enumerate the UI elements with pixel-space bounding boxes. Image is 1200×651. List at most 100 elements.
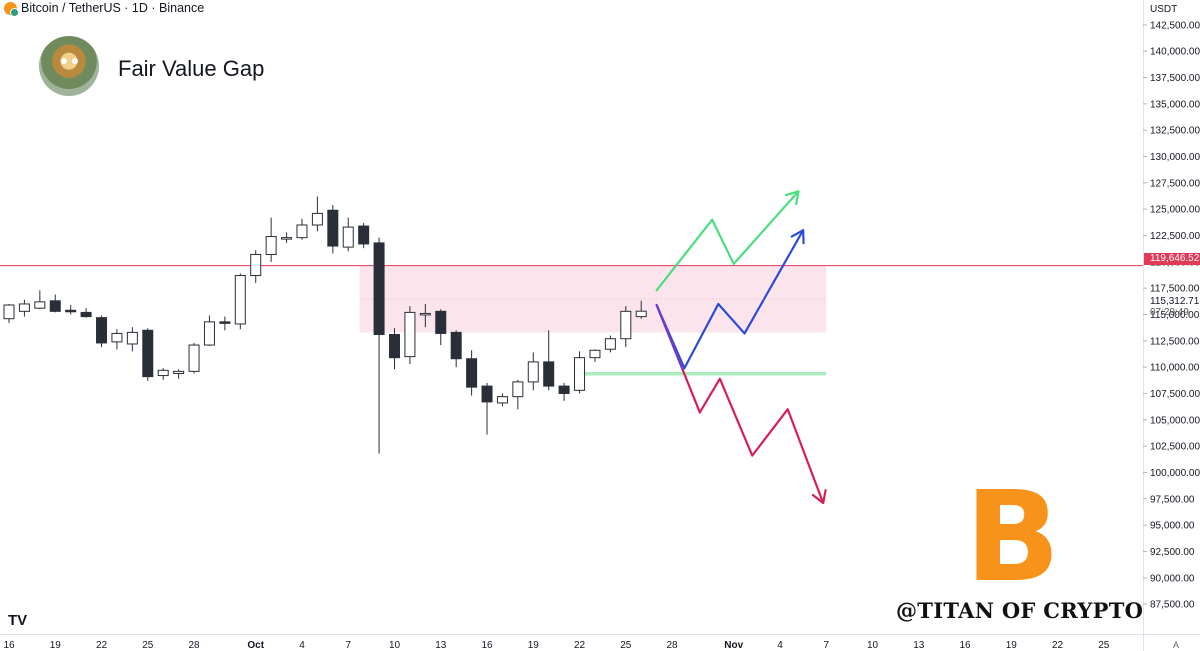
y-tick-label: 140,000.00 xyxy=(1150,47,1200,58)
y-tick-label: 110,000.00 xyxy=(1150,363,1200,374)
candle-body xyxy=(65,309,77,313)
x-tick-label: 13 xyxy=(435,640,447,651)
author-handle: @TITAN OF CRYPTO xyxy=(896,598,1144,623)
candle-body xyxy=(373,242,385,336)
x-tick-label: 10 xyxy=(867,640,879,651)
y-tick-label: 87,500.00 xyxy=(1150,600,1195,611)
auto-scale-button[interactable]: A xyxy=(1172,640,1179,650)
green-scenario-arrowhead xyxy=(784,190,800,206)
y-tick-label: 95,000.00 xyxy=(1150,521,1195,532)
candle-body xyxy=(466,358,478,388)
candle-body xyxy=(604,338,616,350)
y-tick-label: 92,500.00 xyxy=(1150,547,1195,558)
x-tick-label: 28 xyxy=(666,640,678,651)
candle-body xyxy=(80,311,92,318)
candle-body xyxy=(265,236,277,255)
candle-body xyxy=(142,329,154,378)
candle-body xyxy=(34,301,46,309)
candle-body xyxy=(49,300,61,312)
chart-zones xyxy=(359,265,827,333)
y-tick-label: 132,500.00 xyxy=(1150,126,1200,137)
y-tick-label: 97,500.00 xyxy=(1150,494,1195,505)
x-tick-label: 4 xyxy=(299,640,305,651)
x-tick-label: 16 xyxy=(959,640,971,651)
candle-body xyxy=(96,317,108,344)
x-tick-label: 25 xyxy=(142,640,154,651)
y-tick-label: 137,500.00 xyxy=(1150,73,1200,84)
candle-body xyxy=(419,312,431,316)
symbol-header[interactable]: Bitcoin / TetherUS · 1D · Binance xyxy=(4,1,205,17)
bitcoin-logo: B xyxy=(965,465,1061,610)
price-axis-unit[interactable]: USDT xyxy=(1150,4,1178,15)
candle-body xyxy=(527,361,539,383)
candle-body xyxy=(620,310,632,340)
candle-body xyxy=(512,381,524,398)
x-tick-label: 22 xyxy=(1052,640,1064,651)
x-tick-label: 10 xyxy=(389,640,401,651)
candle-body xyxy=(250,253,262,277)
last-price-tag: 115,312.71 xyxy=(1150,296,1200,307)
y-tick-label: 142,500.00 xyxy=(1150,20,1200,31)
candle-body xyxy=(543,361,555,387)
x-tick-label: 25 xyxy=(620,640,632,651)
candlestick-series xyxy=(3,196,647,454)
candle-body xyxy=(157,369,169,377)
candle-body xyxy=(450,331,462,360)
candle-body xyxy=(126,331,138,345)
candle-body xyxy=(558,385,570,394)
candle-body xyxy=(589,349,601,359)
bitcoin-tether-icon xyxy=(4,1,19,17)
candle-body xyxy=(203,321,215,346)
candle-body xyxy=(574,357,586,391)
bar-countdown: 07:29:49 xyxy=(1150,307,1189,318)
y-tick-label: 122,500.00 xyxy=(1150,231,1200,242)
candle-body xyxy=(327,209,339,247)
symbol-title: Bitcoin / TetherUS · 1D · Binance xyxy=(21,1,205,15)
y-tick-label: 102,500.00 xyxy=(1150,442,1200,453)
x-tick-label: 16 xyxy=(481,640,493,651)
y-tick-label: 90,000.00 xyxy=(1150,573,1195,584)
candle-body xyxy=(296,224,308,239)
candle-body xyxy=(219,321,231,324)
candle-body xyxy=(342,226,354,248)
y-tick-label: 125,000.00 xyxy=(1150,205,1200,216)
candle-body xyxy=(358,225,370,245)
purple-scenario-path xyxy=(655,303,684,371)
y-tick-label: 105,000.00 xyxy=(1150,415,1200,426)
author-avatar xyxy=(39,36,99,96)
candle-body xyxy=(188,344,200,372)
red-scenario-arrowhead xyxy=(811,489,827,505)
x-tick-label: Oct xyxy=(247,640,264,651)
candle-body xyxy=(311,212,323,226)
candle-body xyxy=(281,237,293,240)
x-tick-label: 25 xyxy=(1098,640,1110,651)
x-tick-label: 7 xyxy=(345,640,351,651)
x-tick-label: 22 xyxy=(574,640,586,651)
candle-body xyxy=(496,396,508,404)
x-tick-label: 13 xyxy=(913,640,925,651)
green-scenario-path xyxy=(655,190,800,292)
projection-paths xyxy=(655,190,827,505)
candle-body xyxy=(173,370,185,374)
marked-price-tag: 119,646.52 xyxy=(1144,253,1200,265)
x-tick-label: 19 xyxy=(528,640,540,651)
candle-body xyxy=(234,275,246,325)
x-tick-label: 28 xyxy=(188,640,200,651)
blue-scenario-arrowhead xyxy=(790,229,805,245)
candle-body xyxy=(389,334,400,359)
tradingview-logo-icon[interactable]: TV xyxy=(8,612,28,629)
chart-title: Fair Value Gap xyxy=(118,56,265,81)
blue-scenario-path xyxy=(655,229,805,370)
x-tick-label: Nov xyxy=(724,640,743,651)
candle-body xyxy=(481,385,493,403)
x-tick-label: 22 xyxy=(96,640,108,651)
x-tick-label: 4 xyxy=(777,640,783,651)
y-tick-label: 135,000.00 xyxy=(1150,99,1200,110)
candle-body xyxy=(435,310,447,334)
red-scenario-path xyxy=(655,303,825,505)
candle-body xyxy=(635,310,647,318)
x-tick-label: 16 xyxy=(3,640,15,651)
y-tick-label: 117,500.00 xyxy=(1150,284,1200,295)
